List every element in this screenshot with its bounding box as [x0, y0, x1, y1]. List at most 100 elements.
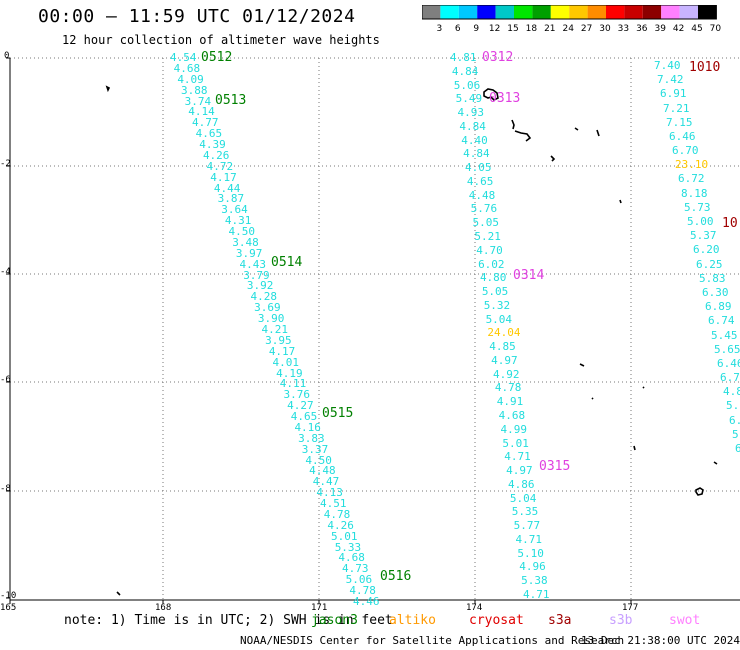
wave-height-value: 4.97	[491, 353, 518, 367]
legend-label: 70	[710, 24, 722, 33]
wave-height-value: 6.46	[717, 356, 740, 370]
legend-label: 27	[581, 24, 592, 33]
pass-time-label: 0315	[539, 459, 571, 474]
pass-time-label: 0515	[322, 406, 354, 421]
wave-height-value: 4.39	[199, 138, 226, 152]
wave-height-value: 4.31	[224, 214, 252, 228]
wave-height-value: 4.85	[489, 340, 516, 354]
wave-height-value: 4.78	[494, 381, 522, 395]
wave-height-value: 4.14	[188, 105, 215, 119]
legend-label: 6	[455, 24, 461, 33]
wave-height-value: 3.95	[265, 333, 292, 347]
wave-height-value: 6.	[729, 413, 740, 427]
wave-height-value: 5.32	[483, 298, 511, 312]
wave-height-value: 3.88	[180, 83, 208, 97]
wave-height-value: 4.81	[450, 51, 477, 64]
pass-time-label: 0312	[482, 50, 514, 65]
wave-height-value: 3.69	[254, 301, 281, 315]
wave-height-value: 4.91	[496, 395, 524, 409]
wave-height-value: 4.09	[177, 72, 204, 86]
wave-height-value: 3.79	[243, 268, 270, 282]
wave-height-value: 4.65	[195, 127, 223, 141]
wave-height-value: 4.17	[268, 344, 296, 358]
legend-swatch	[624, 5, 643, 19]
wave-height-value: 4.86	[508, 477, 535, 491]
legend-label: 18	[526, 24, 538, 33]
wave-height-value: 5.76	[470, 202, 498, 216]
wave-height-value: 3.87	[217, 192, 245, 206]
wave-height-value: 4.40	[461, 133, 488, 147]
wave-height-value: 4.26	[327, 518, 354, 532]
wave-height-value: 4.71	[523, 588, 550, 601]
credit-text: NOAA/NESDIS Center for Satellite Applica…	[240, 634, 625, 647]
legend-label: 12	[489, 24, 500, 33]
legend-label: 3	[437, 24, 443, 33]
wave-height-value: 5.06	[453, 78, 481, 92]
wave-height-value: 5.05	[472, 216, 499, 230]
wave-height-value: 4.99	[500, 422, 528, 436]
wave-height-value: 4.16	[294, 420, 321, 434]
wave-height-value: 4.54	[170, 51, 197, 64]
wave-height-value: 3.92	[246, 279, 274, 293]
wave-height-value: 4.11	[279, 377, 307, 391]
wave-height-value: 6.02	[478, 257, 505, 271]
legend-swatch	[587, 5, 606, 19]
legend-swatch	[698, 5, 717, 19]
y-tick-label: -8	[0, 484, 11, 494]
wave-height-value: 4.78	[349, 584, 376, 598]
wave-height-value: 5.73	[684, 200, 711, 214]
legend-label: 9	[473, 24, 479, 33]
wave-height-value: 5.65	[714, 342, 740, 356]
y-tick-label: 0	[4, 51, 10, 61]
satellite-legend-item: swot	[669, 613, 701, 628]
wave-height-value: 4.47	[312, 475, 340, 489]
wave-height-value: 4.68	[173, 61, 201, 75]
wave-height-value: 4.84	[451, 64, 479, 78]
wave-height-value: 4.01	[272, 355, 299, 369]
x-tick-label: 174	[466, 603, 483, 613]
wave-height-value: 24.04	[487, 326, 521, 340]
wave-height-value: 5.38	[521, 574, 548, 588]
wave-height-value: 6.25	[696, 257, 723, 271]
wave-height-value: 4.84	[463, 147, 490, 161]
wave-height-value: 5.49	[455, 92, 483, 106]
pass-time-label: 0516	[380, 569, 412, 584]
legend-label: 24	[562, 24, 574, 33]
legend-swatch	[495, 5, 514, 19]
wave-height-value: 4.84	[459, 119, 486, 133]
wave-height-value: 5.83	[699, 271, 726, 285]
legend-swatch	[477, 5, 496, 19]
wave-height-value: 4.92	[493, 367, 520, 381]
wave-height-value: 4.87	[723, 385, 740, 399]
x-tick-label: 165	[0, 603, 17, 613]
wave-height-value: 4.13	[316, 486, 343, 500]
wave-height-value: 5.10	[517, 546, 544, 560]
wave-height-value: 6.70	[672, 144, 699, 158]
wave-height-value: 4.77	[191, 116, 219, 130]
wave-height-value: 4.65	[290, 410, 318, 424]
wave-height-value: 4.21	[261, 323, 289, 336]
wave-height-value: 6.72	[720, 371, 740, 385]
y-tick-label: -4	[0, 267, 11, 277]
wave-height-value: 8.18	[681, 186, 708, 200]
legend-label: 39	[654, 24, 666, 33]
wave-height-value: 4.44	[213, 181, 241, 195]
wave-height-value: 4.26	[202, 148, 230, 162]
legend-label: 36	[636, 24, 648, 33]
map-subtitle: 12 hour collection of altimeter wave hei…	[62, 33, 380, 47]
legend-swatch	[440, 5, 459, 19]
wave-height-value: 4.71	[515, 532, 543, 546]
y-tick-label: -10	[0, 591, 17, 601]
wave-height-value: 3.64	[221, 203, 248, 217]
wave-height-value: 4.97	[506, 464, 533, 478]
wave-height-value: 5.35	[511, 505, 539, 519]
legend-label: 45	[691, 24, 702, 33]
legend-label: 42	[673, 24, 684, 33]
x-tick-label: 168	[155, 603, 172, 613]
legend-swatch	[679, 5, 698, 19]
wave-height-value: 3.37	[301, 442, 329, 456]
wave-height-value: 23.10	[675, 158, 709, 172]
generated-timestamp: 13 Dec 21:38:00 UTC 2024	[581, 634, 740, 647]
wave-height-value: 6.46	[669, 129, 696, 143]
